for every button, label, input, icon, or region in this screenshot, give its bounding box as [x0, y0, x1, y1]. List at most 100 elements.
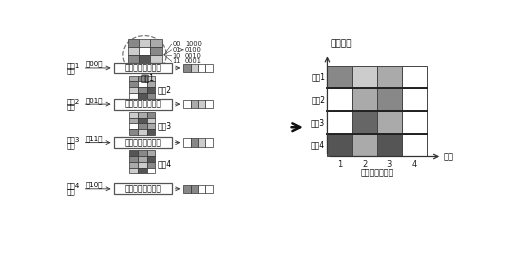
Bar [191, 64, 198, 72]
Bar [147, 123, 156, 129]
Bar [129, 93, 138, 99]
FancyBboxPatch shape [114, 63, 172, 73]
Bar [205, 185, 213, 193]
Bar [129, 87, 138, 93]
Bar [377, 111, 402, 134]
Text: 码本1: 码本1 [140, 73, 155, 82]
Text: 2: 2 [362, 160, 367, 169]
Bar [205, 100, 213, 108]
Bar [138, 112, 147, 118]
Text: 模式3: 模式3 [67, 137, 80, 143]
Bar [328, 66, 352, 88]
Bar [198, 100, 205, 108]
Text: 模式4: 模式4 [311, 141, 325, 150]
Bar [147, 81, 156, 87]
Bar [328, 111, 352, 134]
Bar [129, 112, 138, 118]
Bar [402, 88, 427, 111]
Bar [147, 112, 156, 118]
Text: 数据: 数据 [67, 142, 76, 149]
Bar [191, 100, 198, 108]
Text: 模式2: 模式2 [67, 98, 80, 105]
Bar [129, 162, 138, 168]
Bar [198, 138, 205, 147]
Text: 模式4: 模式4 [67, 183, 80, 189]
Bar [129, 156, 138, 162]
Bar [138, 129, 147, 135]
Text: 一个码片周期内: 一个码片周期内 [361, 169, 394, 178]
Text: 4: 4 [412, 160, 417, 169]
Bar [198, 185, 205, 193]
Bar [150, 63, 161, 70]
Text: 0001: 0001 [185, 58, 202, 64]
Bar [147, 129, 156, 135]
Bar [138, 150, 147, 156]
Bar [352, 88, 377, 111]
Bar [183, 64, 191, 72]
Bar [147, 150, 156, 156]
Bar [352, 134, 377, 156]
Text: （01）: （01） [85, 97, 103, 104]
Text: （10）: （10） [85, 182, 103, 188]
Text: 模式1: 模式1 [67, 62, 80, 69]
Text: 数据: 数据 [67, 188, 76, 195]
Bar [127, 55, 139, 63]
Bar [377, 134, 402, 156]
FancyBboxPatch shape [114, 99, 172, 109]
Bar [147, 93, 156, 99]
Text: 模式正交关联编码: 模式正交关联编码 [125, 184, 161, 193]
Bar [205, 64, 213, 72]
Text: 1000: 1000 [185, 41, 202, 47]
Bar [198, 64, 205, 72]
Bar [147, 162, 156, 168]
Bar [129, 129, 138, 135]
Bar [150, 40, 161, 47]
Bar [377, 66, 402, 88]
Bar [147, 168, 156, 173]
Text: 模式1: 模式1 [311, 72, 325, 82]
Bar [328, 134, 352, 156]
Bar [352, 111, 377, 134]
Bar [139, 63, 150, 70]
Text: 11: 11 [172, 58, 181, 64]
FancyBboxPatch shape [114, 137, 172, 148]
Text: （11）: （11） [85, 136, 103, 142]
Bar [139, 55, 150, 63]
Text: 模式2: 模式2 [311, 95, 325, 104]
Text: 码本4: 码本4 [158, 160, 172, 169]
Bar [191, 185, 198, 193]
Text: 3: 3 [387, 160, 392, 169]
Text: 码本2: 码本2 [158, 85, 172, 94]
Bar [205, 138, 213, 147]
Bar [138, 87, 147, 93]
Bar [183, 100, 191, 108]
Bar [183, 138, 191, 147]
Text: 码片: 码片 [444, 152, 454, 161]
Bar [138, 81, 147, 87]
Bar [150, 47, 161, 55]
FancyBboxPatch shape [114, 183, 172, 194]
Bar [138, 118, 147, 123]
Bar [138, 156, 147, 162]
Bar [129, 168, 138, 173]
Bar [127, 40, 139, 47]
Bar [352, 66, 377, 88]
Bar [147, 87, 156, 93]
Bar [138, 162, 147, 168]
Text: 数据: 数据 [67, 104, 76, 110]
Bar [147, 156, 156, 162]
Bar [129, 81, 138, 87]
Bar [139, 47, 150, 55]
Bar [328, 88, 352, 111]
Bar [127, 47, 139, 55]
Text: 00: 00 [172, 41, 181, 47]
Bar [129, 123, 138, 129]
Bar [191, 138, 198, 147]
Bar [147, 118, 156, 123]
Text: 1: 1 [337, 160, 343, 169]
Bar [129, 118, 138, 123]
Bar [402, 111, 427, 134]
Text: 码本3: 码本3 [158, 121, 172, 130]
Bar [377, 88, 402, 111]
Text: 10: 10 [172, 53, 181, 59]
